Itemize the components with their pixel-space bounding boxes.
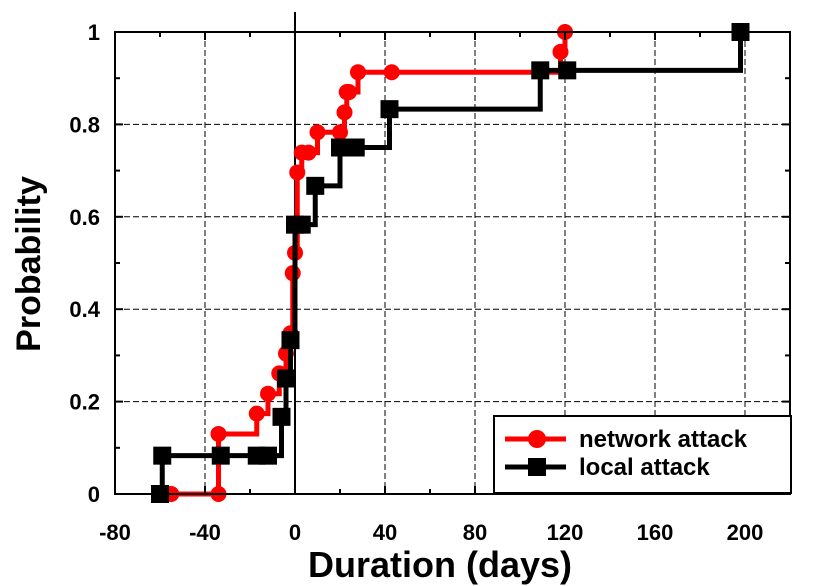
data-point-square <box>277 369 295 388</box>
x-tick-label: -40 <box>189 520 221 545</box>
data-point-circle <box>341 84 357 101</box>
y-tick-label: 0 <box>88 482 100 507</box>
legend-marker-local <box>528 458 546 476</box>
x-tick-label: 80 <box>463 520 487 545</box>
data-point-square <box>531 61 550 80</box>
y-tick-label: 0.6 <box>69 205 100 230</box>
data-point-circle <box>260 385 276 402</box>
data-point-square <box>211 446 230 465</box>
data-point-square <box>292 215 311 234</box>
legend-box <box>493 415 792 494</box>
data-point-circle <box>383 64 400 81</box>
x-tick-label: -80 <box>99 520 131 545</box>
data-point-square <box>558 61 577 80</box>
y-tick-label: 0.8 <box>69 112 100 137</box>
data-point-square <box>281 331 300 350</box>
y-tick-label: 1 <box>88 20 100 45</box>
legend-label-network: network attack <box>579 426 748 453</box>
data-point-circle <box>336 104 353 121</box>
data-point-circle <box>289 164 306 181</box>
data-point-square <box>153 446 172 465</box>
data-point-circle <box>350 64 366 81</box>
x-tick-label: 40 <box>373 520 397 545</box>
legend: network attack local attack <box>493 415 792 494</box>
x-tick-label: 160 <box>637 520 674 545</box>
x-tick-label: 120 <box>547 520 584 545</box>
data-point-square <box>272 407 291 426</box>
x-tick-labels: -80 -40 0 40 80 120 160 200 <box>99 520 763 545</box>
data-point-circle <box>552 43 569 60</box>
data-point-square <box>306 176 325 195</box>
grid-lines <box>115 32 790 494</box>
y-tick-label: 0.2 <box>69 390 100 415</box>
data-point-circle <box>332 124 348 141</box>
x-axis-title: Duration (days) <box>308 544 572 585</box>
data-point-square <box>346 138 365 157</box>
y-axis-title: Probability <box>10 176 48 352</box>
data-point-circle <box>248 405 265 422</box>
data-point-square <box>380 100 399 119</box>
legend-label-local: local attack <box>579 454 710 481</box>
x-tick-label: 0 <box>289 520 301 545</box>
y-tick-label: 0.4 <box>69 297 100 322</box>
y-tick-labels: 0 0.2 0.4 0.6 0.8 1 <box>69 20 100 507</box>
data-point-square <box>259 446 277 465</box>
data-point-circle <box>309 124 326 141</box>
x-tick-label: 200 <box>727 520 764 545</box>
legend-marker-network <box>528 430 546 448</box>
axis-ticks <box>114 31 790 495</box>
data-point-circle <box>300 144 317 161</box>
data-point-square <box>331 138 349 157</box>
data-point-circle <box>210 425 227 442</box>
